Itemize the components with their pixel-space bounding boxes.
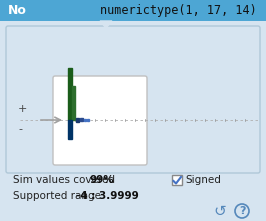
- FancyBboxPatch shape: [6, 26, 260, 173]
- Bar: [68, 120, 72, 139]
- FancyBboxPatch shape: [53, 76, 147, 165]
- Text: +: +: [18, 104, 27, 114]
- Text: Sim values covered: Sim values covered: [13, 175, 118, 185]
- Polygon shape: [100, 21, 112, 28]
- Bar: [172, 175, 182, 185]
- Text: 99%: 99%: [90, 175, 115, 185]
- Bar: [80, 118, 83, 121]
- Text: -: -: [18, 124, 22, 134]
- Bar: [84, 119, 86, 121]
- Text: ↺: ↺: [214, 204, 226, 219]
- Bar: [0, 0, 266, 21]
- Text: ?: ?: [239, 206, 245, 216]
- Text: No: No: [8, 4, 27, 17]
- Bar: [68, 68, 72, 120]
- Bar: [76, 118, 79, 122]
- Bar: [87, 118, 89, 120]
- Bar: [72, 86, 75, 120]
- Text: Supported range: Supported range: [13, 191, 104, 201]
- Text: numerictype(1, 17, 14): numerictype(1, 17, 14): [100, 4, 257, 17]
- Text: Signed: Signed: [185, 175, 221, 185]
- Text: -4 : 3.9999: -4 : 3.9999: [76, 191, 139, 201]
